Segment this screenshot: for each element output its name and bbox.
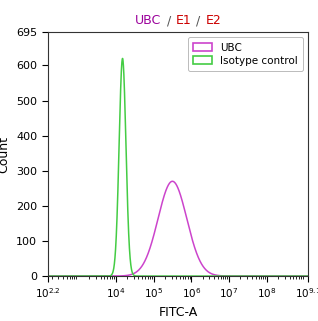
Legend: UBC, Isotype control: UBC, Isotype control <box>188 37 303 71</box>
Text: E2: E2 <box>205 14 221 27</box>
X-axis label: FITC-A: FITC-A <box>158 306 198 319</box>
Y-axis label: Count: Count <box>0 135 10 173</box>
Text: /: / <box>192 14 204 27</box>
Text: /: / <box>163 14 175 27</box>
Text: E1: E1 <box>176 14 191 27</box>
Text: UBC: UBC <box>135 14 162 27</box>
